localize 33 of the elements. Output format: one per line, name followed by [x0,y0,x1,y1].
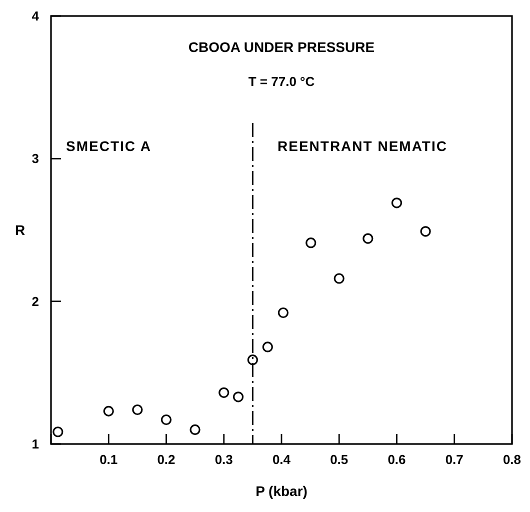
y-axis-title: R [14,222,26,238]
x-tick-label: 0.2 [157,452,176,467]
point [391,198,402,208]
point [218,387,230,398]
x-axis-title: P (kbar) [256,483,308,499]
point [247,354,258,366]
x-tick-label: 0.3 [214,452,233,467]
point [52,426,64,438]
point [103,406,114,416]
point [334,273,344,284]
annotation: SMECTIC A [66,138,152,154]
point [420,226,431,237]
x-tick-label: 0.8 [502,452,522,467]
y-tick-label: 4 [32,8,40,24]
text: CBOOA UNDER PRESSURE [188,39,375,55]
x-tick-label: 0.5 [330,452,348,467]
point [160,414,172,426]
x-tick-label: 0.4 [272,452,292,467]
point [132,404,143,416]
point [362,233,374,244]
x-tick-label: 0.1 [100,452,118,467]
point [262,342,273,352]
y-tick-label: 3 [32,151,39,166]
point [278,307,289,318]
text: T = 77.0 °C [248,74,316,89]
point [232,392,244,402]
x-tick-label: 0.7 [445,452,464,467]
point [190,424,200,436]
y-tick-label: 2 [32,294,39,309]
y-tick-label: 1 [32,436,39,452]
point [306,238,316,248]
x-tick-label: 0.6 [388,452,406,467]
annotation: REENTRANT NEMATIC [278,138,448,154]
